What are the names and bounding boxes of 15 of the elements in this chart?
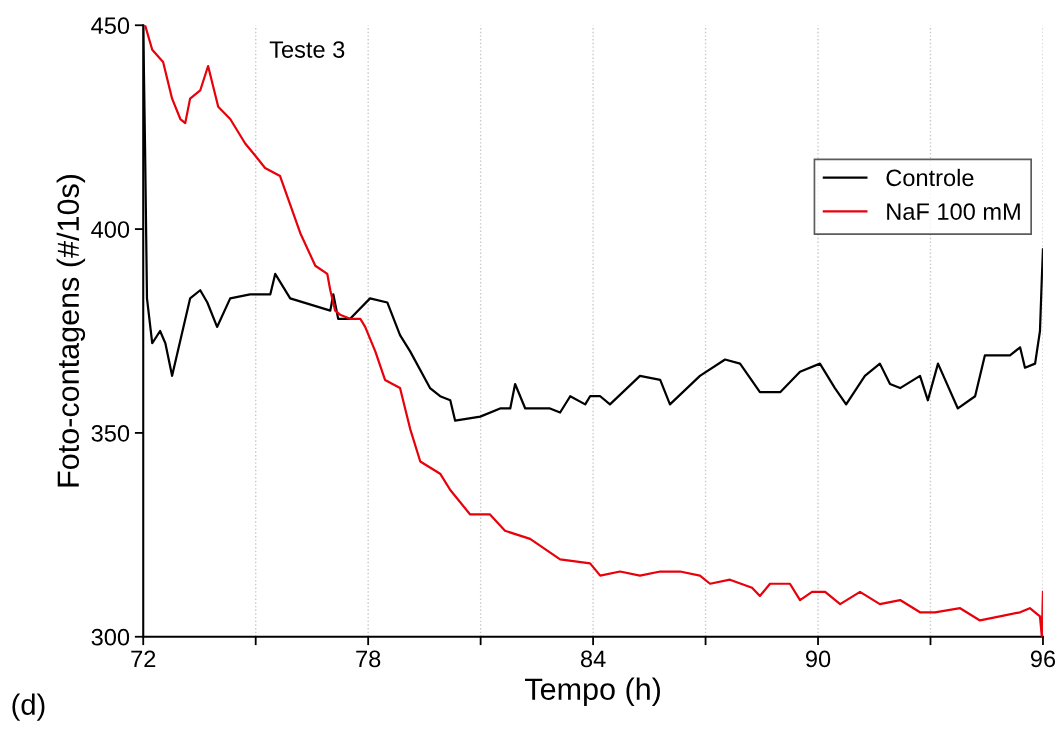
x-tick-label: 84 [580,650,606,668]
y-tick-label: 450 [91,17,130,35]
y-tick-label: 350 [91,424,130,442]
legend-label: Controle [886,168,974,187]
legend-label: NaF 100 mM [887,203,1020,220]
x-tick-label: 72 [131,650,156,668]
y-tick-label: 400 [91,221,130,238]
x-axis-title: Tempo (h) [525,677,660,706]
text: (d) [12,693,45,721]
y-axis-title: Foto-contagens (#/10s) [56,174,86,487]
y-tick-label: 300 [91,628,130,646]
annotation: Teste 3 [269,41,345,58]
x-tick-label: 90 [806,650,831,668]
x-tick-label: 78 [356,650,381,668]
x-tick-label: 96 [1030,650,1056,668]
